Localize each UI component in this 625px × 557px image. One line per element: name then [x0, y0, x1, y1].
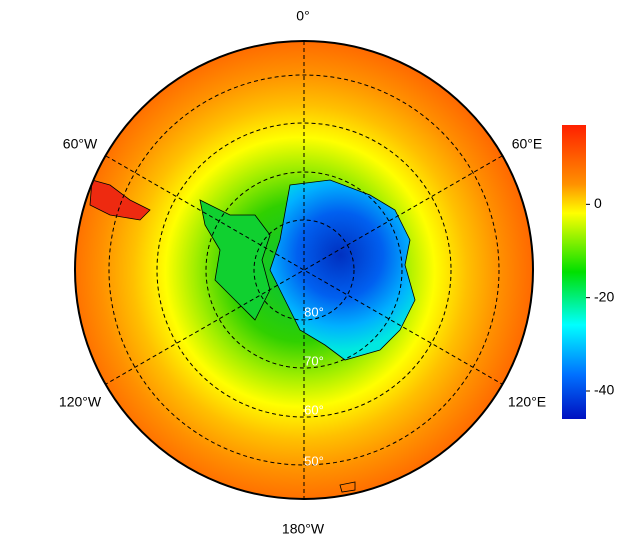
- longitude-label: 120°W: [59, 394, 102, 410]
- latitude-label: 80°: [304, 304, 324, 319]
- longitude-label: 60°W: [63, 136, 98, 152]
- longitude-label: 120°E: [508, 394, 546, 410]
- colorbar-tick-label: 0: [594, 195, 602, 211]
- latitude-label: 70°: [304, 353, 324, 368]
- longitude-label: 0°: [296, 8, 309, 24]
- latitude-label: 60°: [304, 402, 324, 417]
- colorbar: [562, 125, 586, 419]
- graticule: [105, 41, 503, 499]
- colorbar-tick-label: -20: [594, 288, 614, 304]
- map-border: [74, 40, 534, 500]
- longitude-label: 60°E: [512, 136, 543, 152]
- temperature-field: [75, 41, 533, 499]
- latitude-label: 50°: [304, 453, 324, 468]
- longitude-label: 180°W: [282, 521, 325, 537]
- colorbar-tick-label: -40: [594, 382, 614, 398]
